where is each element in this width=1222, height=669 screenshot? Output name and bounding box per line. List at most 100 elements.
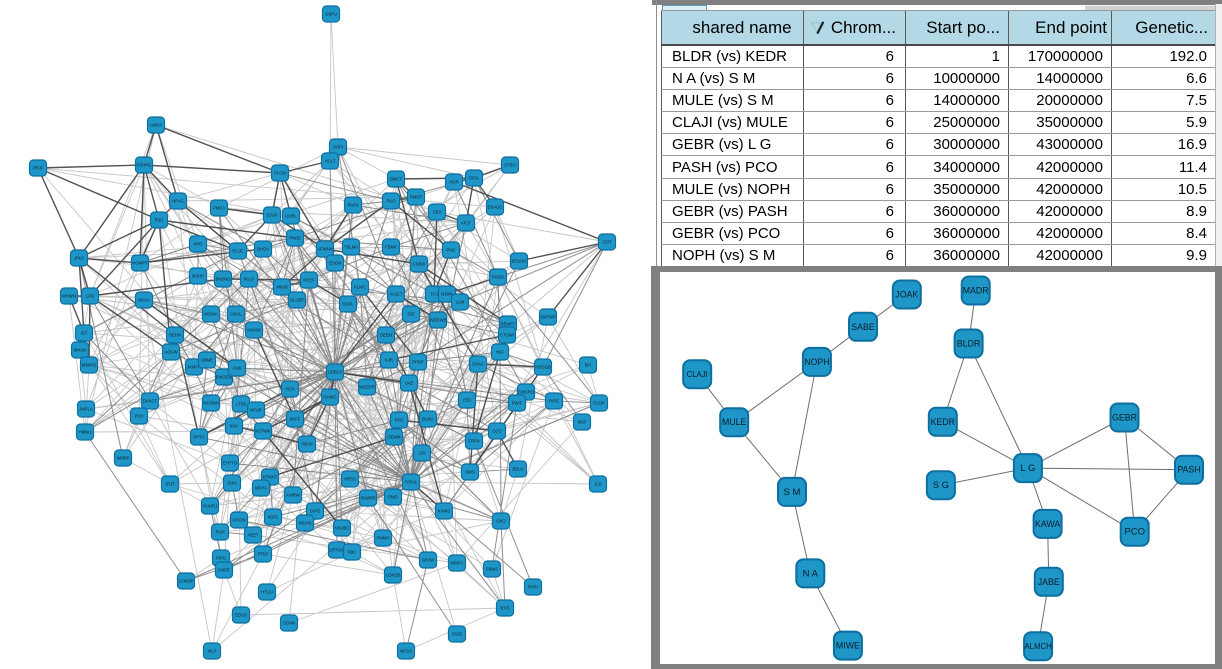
svg-text:OKO: OKO <box>496 519 506 524</box>
svg-text:JOAK: JOAK <box>895 289 918 299</box>
svg-text:MWIRS: MWIRS <box>82 363 97 368</box>
svg-text:BEMFT: BEMFT <box>501 322 516 327</box>
svg-text:HOMPT: HOMPT <box>132 261 148 266</box>
svg-text:DEEM: DEEM <box>380 333 393 338</box>
svg-text:BBLH: BBLH <box>513 467 524 472</box>
svg-text:SBWS: SBWS <box>486 567 499 572</box>
svg-text:KAWA: KAWA <box>1034 518 1059 528</box>
svg-text:L G: L G <box>1020 463 1035 474</box>
svg-text:ALMCH: ALMCH <box>1024 642 1051 651</box>
svg-text:WMFC: WMFC <box>450 561 463 566</box>
svg-text:HOR: HOR <box>449 180 458 185</box>
svg-text:AFWNN: AFWNN <box>317 247 332 252</box>
svg-text:AOGW: AOGW <box>164 350 177 355</box>
svg-text:PAFN: PAFN <box>348 203 359 208</box>
svg-text:KHEF: KHEF <box>303 278 315 283</box>
svg-text:WDHS: WDHS <box>299 521 312 526</box>
svg-text:FMMO: FMMO <box>377 536 391 541</box>
svg-text:SABE: SABE <box>851 321 875 331</box>
svg-text:EOGN: EOGN <box>329 261 341 266</box>
svg-text:KMRW: KMRW <box>286 493 299 498</box>
svg-text:EHTTO: EHTTO <box>223 461 238 466</box>
svg-text:TBLMA: TBLMA <box>344 245 358 250</box>
svg-text:LTSB: LTSB <box>236 402 246 407</box>
svg-text:WMBP: WMBP <box>116 456 129 461</box>
svg-text:GBPU: GBPU <box>325 12 337 17</box>
svg-text:NPAG: NPAG <box>172 199 184 204</box>
svg-text:HRSS: HRSS <box>344 477 356 482</box>
svg-text:FRFN: FRFN <box>468 439 479 444</box>
svg-text:KLWC: KLWC <box>354 285 366 290</box>
svg-text:CNFE: CNFE <box>218 568 230 573</box>
svg-text:ULM: ULM <box>456 300 465 305</box>
svg-text:CSBW: CSBW <box>413 262 426 267</box>
svg-text:GRJW: GRJW <box>422 558 434 563</box>
svg-text:OOPI: OOPI <box>333 145 343 150</box>
svg-text:PPDP: PPDP <box>412 360 424 365</box>
svg-text:PMO: PMO <box>388 495 398 500</box>
svg-text:PUO: PUO <box>386 199 396 204</box>
svg-text:BHOA: BHOA <box>257 247 269 252</box>
svg-text:SWS: SWS <box>465 470 475 475</box>
svg-text:KAWS: KAWS <box>438 509 450 514</box>
svg-text:SKMRR: SKMRR <box>360 496 375 501</box>
svg-text:UURL: UURL <box>285 214 297 219</box>
svg-text:CNUL: CNUL <box>230 312 242 317</box>
svg-text:BTIS: BTIS <box>500 606 510 611</box>
svg-text:RFO: RFO <box>395 418 405 423</box>
svg-text:PRJF: PRJF <box>33 166 44 171</box>
svg-text:BFI: BFI <box>585 363 592 368</box>
svg-text:HMNU: HMNU <box>79 430 92 435</box>
svg-text:UTION: UTION <box>232 518 245 523</box>
svg-text:IUKKM: IUKKM <box>247 328 261 333</box>
svg-text:GIPO: GIPO <box>310 509 321 514</box>
svg-text:BLDR: BLDR <box>956 338 979 348</box>
svg-text:DSAUC: DSAUC <box>488 205 503 210</box>
svg-text:FOHRG: FOHRG <box>136 163 151 168</box>
svg-text:PTNT: PTNT <box>258 552 269 557</box>
svg-text:RGBO: RGBO <box>492 275 505 280</box>
svg-text:LGKDB: LGKDB <box>386 573 400 578</box>
svg-text:MHWN: MHWN <box>62 294 76 299</box>
svg-text:KCPWK: KCPWK <box>255 429 271 434</box>
svg-text:HUUFU: HUUFU <box>203 504 218 509</box>
svg-text:CTOWI: CTOWI <box>500 333 514 338</box>
svg-text:UUK: UUK <box>233 366 242 371</box>
svg-text:CLAJI: CLAJI <box>686 370 707 379</box>
svg-text:PPTO: PPTO <box>193 435 205 440</box>
svg-text:MAFMH: MAFMH <box>203 401 218 406</box>
svg-text:JPLK: JPLK <box>74 256 84 261</box>
svg-text:NOPH: NOPH <box>804 356 829 366</box>
svg-text:RMER: RMER <box>410 195 422 200</box>
svg-text:PCH: PCH <box>135 414 144 419</box>
svg-text:BUNA: BUNA <box>422 417 434 422</box>
svg-text:S M: S M <box>783 486 800 497</box>
svg-text:MHUK: MHUK <box>74 348 87 353</box>
svg-text:BNSNG: BNSNG <box>216 277 231 282</box>
svg-text:LCWDP: LCWDP <box>178 579 193 584</box>
svg-text:OUFL: OUFL <box>342 302 354 307</box>
svg-text:S G: S G <box>932 480 948 491</box>
svg-text:RIPE: RIPE <box>549 399 559 404</box>
svg-text:DIE: DIE <box>408 312 415 317</box>
svg-text:MIWE: MIWE <box>835 640 859 650</box>
svg-text:UBME: UBME <box>201 358 213 363</box>
svg-text:NFUP: NFUP <box>250 408 262 413</box>
svg-text:KBC: KBC <box>348 550 357 555</box>
svg-text:HCLT: HCLT <box>325 159 336 164</box>
svg-text:NKUA: NKUA <box>138 298 150 303</box>
svg-text:JWUG: JWUG <box>276 285 288 290</box>
svg-text:CWCRO: CWCRO <box>518 390 535 395</box>
svg-text:DJUS: DJUS <box>267 213 278 218</box>
svg-text:KEDR: KEDR <box>930 416 954 426</box>
svg-text:JJA: JJA <box>419 451 426 456</box>
svg-text:OLDP: OLDP <box>593 401 605 406</box>
svg-text:JKMFR: JKMFR <box>187 365 201 370</box>
svg-text:OEMM: OEMM <box>387 435 401 440</box>
svg-text:TOJ: TOJ <box>430 292 438 297</box>
svg-text:LFN: LFN <box>86 294 94 299</box>
svg-text:RSU: RSU <box>155 218 164 223</box>
svg-text:WOEPR: WOEPR <box>359 385 375 390</box>
svg-text:HCH: HCH <box>285 387 294 392</box>
svg-text:SMTWP: SMTWP <box>540 315 556 320</box>
